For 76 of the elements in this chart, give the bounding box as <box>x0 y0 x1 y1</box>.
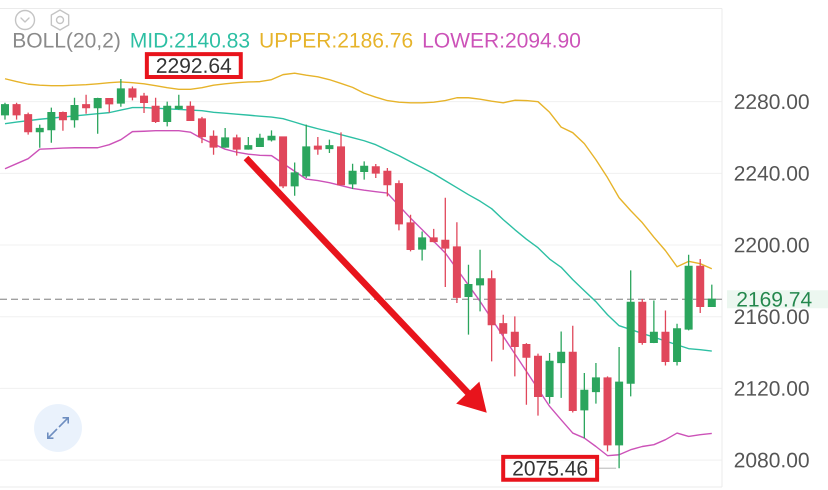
candlestick <box>279 136 288 189</box>
candlestick <box>557 330 566 399</box>
candlestick <box>464 264 472 336</box>
candlestick <box>580 372 588 439</box>
candlestick <box>441 197 450 288</box>
candlestick <box>198 116 206 144</box>
candlestick <box>568 325 577 414</box>
candlestick <box>696 258 704 314</box>
candlestick <box>650 300 658 344</box>
line-series <box>4 106 713 352</box>
y-tick-label: 2280.00 <box>734 94 809 110</box>
candlestick <box>488 270 496 362</box>
candlestick <box>221 127 230 149</box>
candlestick <box>82 94 90 114</box>
candlestick <box>360 160 368 180</box>
candlestick <box>47 106 56 144</box>
y-tick-label: 2120.00 <box>734 381 809 396</box>
candlestick <box>24 112 32 136</box>
candlestick <box>314 136 322 156</box>
candlestick <box>626 270 635 397</box>
candlestick <box>94 97 102 134</box>
candlestick <box>534 353 542 416</box>
candlestick <box>499 314 508 350</box>
candlestick <box>604 376 612 452</box>
candlestick <box>708 284 716 308</box>
candlestick <box>0 102 9 120</box>
candlestick <box>673 323 682 366</box>
candlestick <box>210 130 218 156</box>
candlestick <box>372 163 380 179</box>
y-tick-label: 2080.00 <box>734 452 809 468</box>
candlestick <box>546 352 554 404</box>
candlestick <box>290 162 299 196</box>
candlestick <box>592 362 600 404</box>
y-tick-label: 2160.00 <box>734 309 809 324</box>
candlestick <box>174 94 183 110</box>
candlestick <box>325 139 334 154</box>
candlestick <box>348 163 357 190</box>
y-tick-label: 2200.00 <box>734 238 809 252</box>
annotation: 2075.46 <box>513 460 588 476</box>
candlestick <box>256 133 264 148</box>
candlestick <box>510 316 519 378</box>
legend-title: BOLL(20,2) <box>14 32 120 52</box>
candlestick <box>163 101 172 128</box>
candlestick <box>128 86 136 102</box>
text: MID:2140.83 <box>132 32 250 48</box>
candlestick <box>12 102 21 120</box>
candlestick <box>58 110 67 132</box>
candlestick <box>186 100 194 122</box>
candlestick <box>302 124 310 179</box>
y-tick-label: 2240.00 <box>734 166 809 181</box>
candlestick <box>140 92 148 114</box>
annotation: 2292.64 <box>156 58 232 74</box>
candlestick <box>244 136 252 150</box>
candlestick <box>406 214 415 252</box>
candlestick <box>70 97 79 128</box>
candlestick <box>232 134 241 156</box>
line-series <box>4 72 713 270</box>
candlestick <box>383 167 392 197</box>
candlestick <box>394 180 403 232</box>
candlestick <box>105 97 114 114</box>
candlestick <box>267 130 276 142</box>
series-label: UPPER:2186.76 <box>260 32 412 48</box>
candlestick <box>684 254 693 332</box>
candlestick <box>152 97 160 124</box>
candlestick <box>452 222 461 304</box>
candlestick <box>615 346 624 469</box>
text: LOWER:2094.90 <box>424 32 580 48</box>
candlestick <box>522 342 530 406</box>
candlestick <box>418 230 426 262</box>
candlestick <box>638 298 646 346</box>
candlestick <box>661 310 670 366</box>
candlestick <box>337 132 346 186</box>
candlestick <box>116 78 125 108</box>
candlestick <box>36 124 44 148</box>
ref-line-label: 2169.74 <box>737 292 812 307</box>
candlestick <box>430 228 438 244</box>
